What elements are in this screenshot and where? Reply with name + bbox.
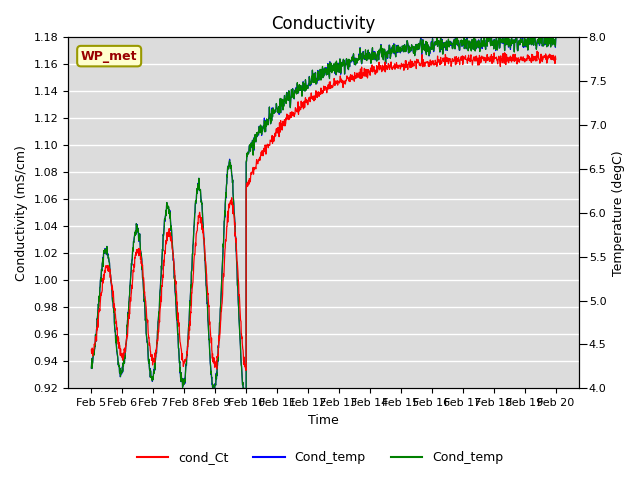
Cond_temp_green bbox=[260, 118, 268, 123]
Y-axis label: Temperature (degC): Temperature (degC) bbox=[612, 150, 625, 276]
Line: Cond_temp_blue: Cond_temp_blue bbox=[92, 32, 556, 396]
Legend: cond_Ct, Cond_temp, Cond_temp: cond_Ct, Cond_temp, Cond_temp bbox=[132, 446, 508, 469]
cond_Ct bbox=[260, 148, 268, 154]
Cond_temp_green bbox=[294, 89, 302, 95]
Text: WP_met: WP_met bbox=[81, 49, 138, 62]
Cond_temp_green bbox=[545, 43, 552, 48]
Cond_temp_blue bbox=[294, 90, 302, 96]
Line: Cond_temp_green: Cond_temp_green bbox=[92, 32, 556, 396]
Cond_temp_green bbox=[450, 40, 458, 46]
Cond_temp_blue bbox=[525, 29, 532, 35]
X-axis label: Time: Time bbox=[308, 414, 339, 427]
Cond_temp_blue bbox=[552, 36, 559, 41]
Cond_temp_green bbox=[88, 365, 95, 371]
cond_Ct bbox=[294, 111, 302, 117]
Cond_temp_blue bbox=[450, 40, 458, 46]
Cond_temp_blue bbox=[88, 365, 95, 371]
Line: cond_Ct: cond_Ct bbox=[92, 51, 556, 371]
Cond_temp_green bbox=[175, 351, 183, 357]
Cond_temp_green bbox=[525, 29, 532, 35]
Cond_temp_blue bbox=[545, 43, 552, 49]
cond_Ct bbox=[242, 368, 250, 373]
cond_Ct bbox=[212, 364, 220, 370]
Cond_temp_blue bbox=[242, 394, 250, 399]
Title: Conductivity: Conductivity bbox=[271, 15, 376, 33]
cond_Ct bbox=[552, 56, 559, 62]
cond_Ct bbox=[175, 320, 183, 325]
cond_Ct bbox=[545, 52, 552, 58]
cond_Ct bbox=[533, 48, 541, 54]
Cond_temp_blue bbox=[175, 351, 183, 357]
Cond_temp_blue bbox=[212, 377, 220, 383]
Cond_temp_blue bbox=[260, 115, 268, 121]
cond_Ct bbox=[450, 57, 458, 63]
Cond_temp_green bbox=[242, 393, 250, 398]
Y-axis label: Conductivity (mS/cm): Conductivity (mS/cm) bbox=[15, 145, 28, 281]
Cond_temp_green bbox=[552, 36, 559, 41]
cond_Ct bbox=[88, 347, 95, 353]
Cond_temp_green bbox=[212, 377, 220, 383]
